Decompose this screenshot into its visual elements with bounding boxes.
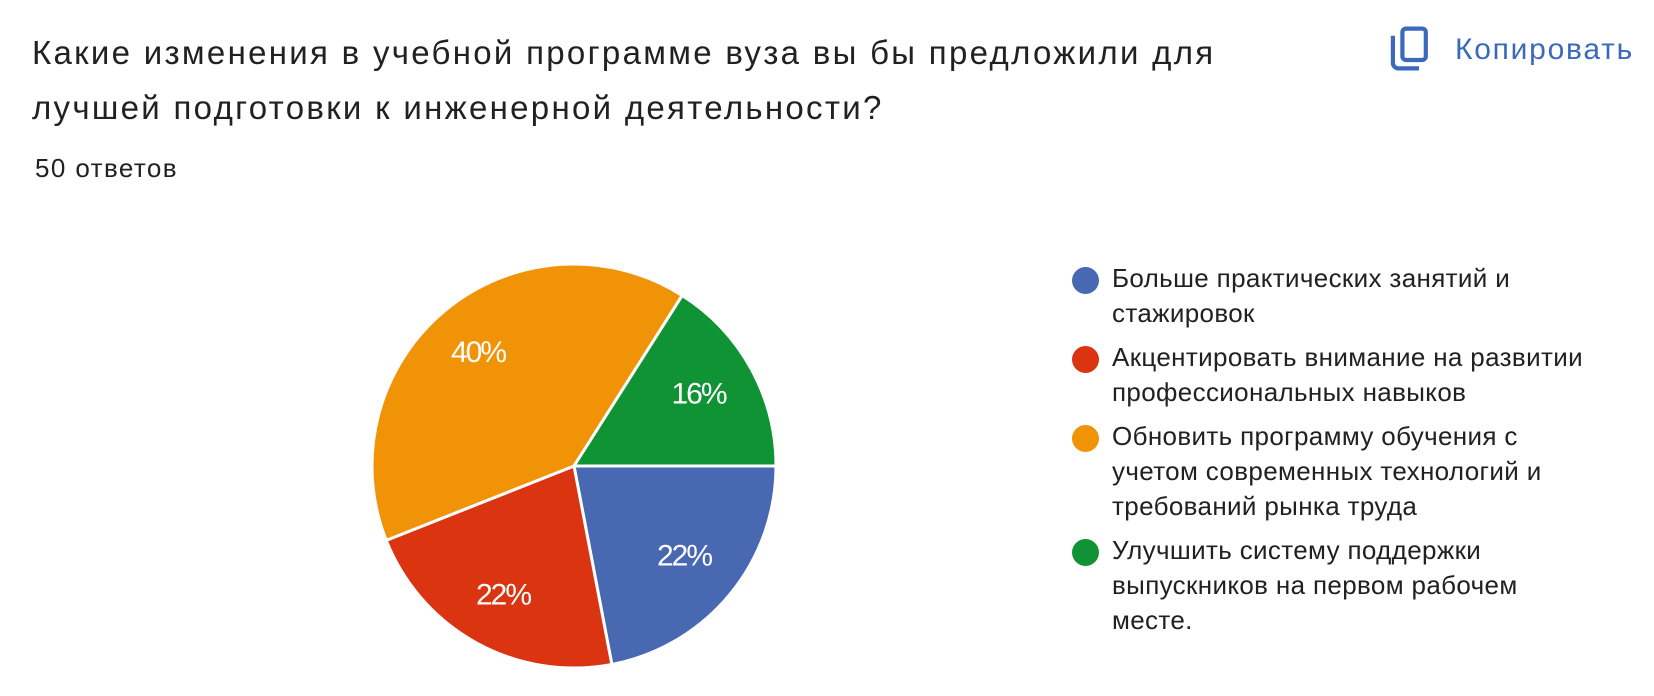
svg-text:40%: 40% <box>450 336 505 369</box>
svg-text:16%: 16% <box>671 377 726 410</box>
svg-text:22%: 22% <box>475 578 530 611</box>
svg-text:22%: 22% <box>656 539 711 572</box>
